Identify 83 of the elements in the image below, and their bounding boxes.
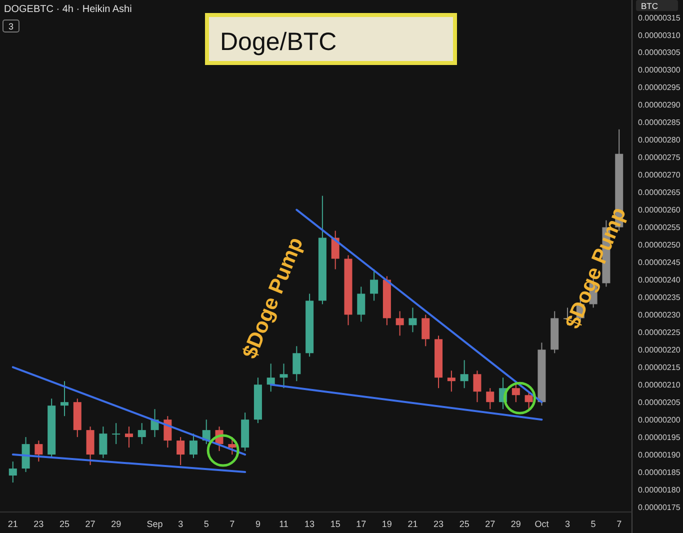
x-tick-label: 11 <box>279 519 288 529</box>
x-tick-label: 15 <box>330 519 340 529</box>
candlestick <box>357 286 366 322</box>
x-tick-label: 3 <box>178 519 184 529</box>
y-tick-label: 0.00000290 <box>638 100 681 110</box>
y-tick-label: 0.00000205 <box>638 398 681 407</box>
y-tick-label: 0.00000295 <box>638 83 681 92</box>
candlestick <box>124 426 133 448</box>
candlestick <box>396 310 404 336</box>
x-tick-label: 3 <box>565 519 570 529</box>
candlestick <box>408 307 417 333</box>
x-tick-label: 27 <box>85 519 96 529</box>
x-tick-label: 29 <box>111 519 122 529</box>
x-tick-label: 29 <box>510 519 521 529</box>
candlestick <box>266 363 275 392</box>
x-tick-label: Oct <box>534 519 550 529</box>
x-tick-label: 27 <box>485 519 496 529</box>
candlestick <box>60 380 68 417</box>
y-tick-label: 0.00000260 <box>638 206 681 215</box>
y-tick-label: 0.00000305 <box>638 48 681 58</box>
x-tick-label: 9 <box>255 519 260 529</box>
y-tick-label: 0.00000190 <box>638 450 681 460</box>
x-tick-label: Sep <box>146 519 163 529</box>
y-tick-label: 0.00000315 <box>638 13 681 22</box>
x-tick-label: 21 <box>408 519 418 529</box>
candlestick <box>34 440 43 462</box>
y-tick-label: 0.00000210 <box>638 380 681 390</box>
y-tick-label: 0.00000265 <box>638 188 681 198</box>
candlestick <box>512 384 520 403</box>
x-tick-label: 17 <box>356 519 366 529</box>
y-axis-title: BTC <box>641 1 658 11</box>
candlestick <box>99 426 108 459</box>
y-tick-label: 0.00000240 <box>638 276 681 285</box>
y-tick-label: 0.00000235 <box>638 293 681 302</box>
y-tick-label: 0.00000300 <box>638 66 681 75</box>
candlestick <box>138 422 146 445</box>
x-tick-label: 13 <box>304 519 315 529</box>
candlestick <box>447 370 456 392</box>
y-tick-label: 0.00000185 <box>638 468 681 477</box>
x-tick-label: 23 <box>34 519 44 529</box>
candlestick <box>8 461 17 484</box>
candlestick <box>524 391 533 410</box>
candlestick <box>473 370 482 403</box>
candlestick <box>486 388 494 410</box>
candlestick <box>189 433 198 459</box>
candlestick <box>280 363 288 389</box>
text: Doge/BTC <box>220 28 337 56</box>
x-tick-label: 7 <box>230 519 235 529</box>
y-tick-label: 0.00000280 <box>638 136 681 145</box>
candlestick <box>176 436 185 466</box>
x-tick-label: 5 <box>590 519 596 529</box>
y-tick-label: 0.00000285 <box>638 118 681 128</box>
candlestick <box>292 346 301 382</box>
x-tick-label: 21 <box>8 519 18 529</box>
candlestick <box>164 416 172 448</box>
annotation: $Doge Pump <box>238 234 308 362</box>
y-tick-label: 0.00000230 <box>638 310 681 320</box>
y-tick-label: 0.00000225 <box>638 328 681 337</box>
y-tick-label: 0.00000250 <box>638 240 681 250</box>
x-tick-label: 7 <box>616 519 622 529</box>
annotation: 3 <box>8 22 14 32</box>
candlestick <box>370 268 378 302</box>
y-tick-label: 0.00000200 <box>638 415 681 424</box>
x-tick-label: 25 <box>59 519 70 529</box>
y-tick-label: 0.00000270 <box>638 170 681 180</box>
x-tick-label: 25 <box>459 519 470 529</box>
candlestick <box>460 360 468 389</box>
annotation: $Doge Pump <box>561 204 631 332</box>
candlestick <box>112 422 120 445</box>
y-tick-label: 0.00000215 <box>638 362 681 372</box>
y-tick-label: 0.00000310 <box>638 30 681 40</box>
y-tick-label: 0.00000180 <box>638 485 681 494</box>
y-tick-label: 0.00000245 <box>638 258 681 268</box>
x-tick-label: 19 <box>382 519 392 529</box>
y-tick-label: 0.00000220 <box>638 345 681 354</box>
x-tick-label: 23 <box>434 519 444 529</box>
y-tick-label: 0.00000255 <box>638 223 681 232</box>
y-tick-label: 0.00000195 <box>638 432 681 442</box>
x-tick-label: 5 <box>204 519 209 529</box>
chart-subtitle: DOGEBTC · 4h · Heikin Ashi <box>4 4 132 15</box>
candlestick <box>422 314 430 347</box>
y-tick-label: 0.00000175 <box>638 502 681 512</box>
y-tick-label: 0.00000275 <box>638 153 681 162</box>
